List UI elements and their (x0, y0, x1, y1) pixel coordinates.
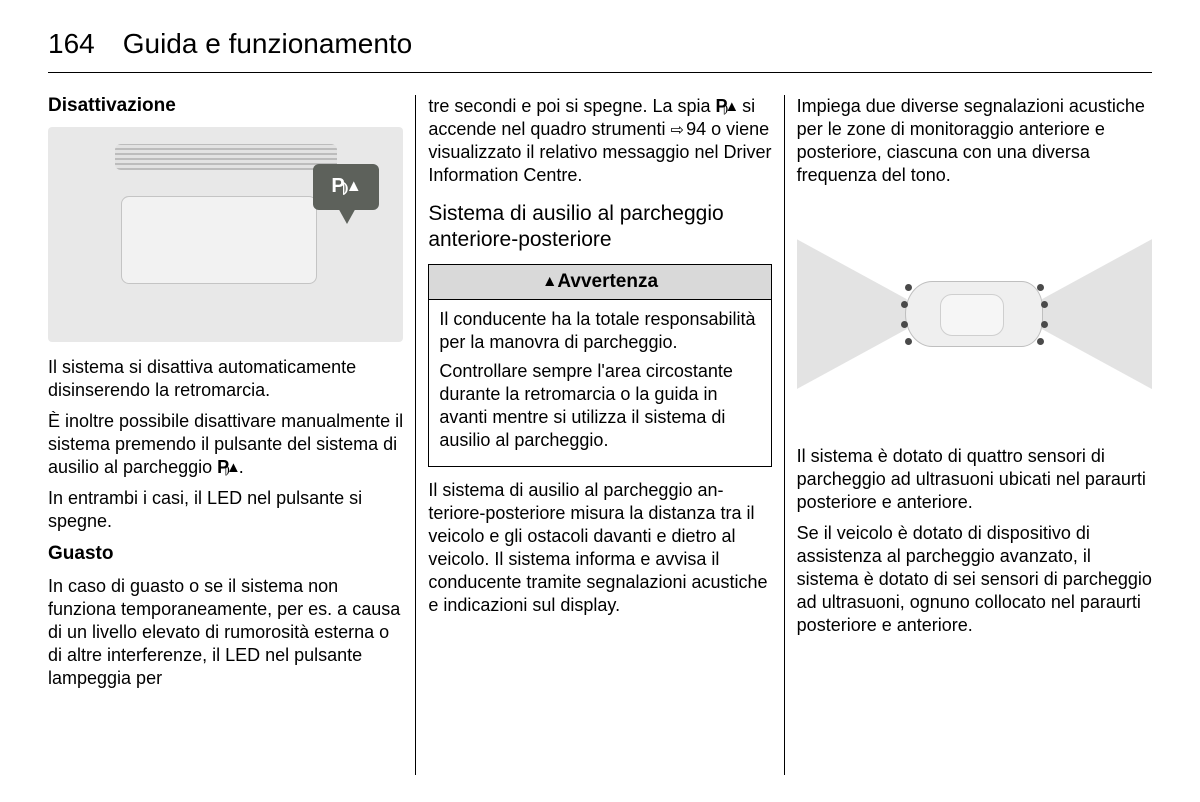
car-top-view (905, 281, 1043, 347)
col2-p0-pre: tre secondi e poi si spegne. La spia (428, 96, 715, 116)
col1-p3: In entrambi i casi, il LED nel pulsante … (48, 487, 403, 533)
col2-p1: Il sistema di ausilio al parcheggio an­t… (428, 479, 771, 617)
col2-p0: tre secondi e poi si spegne. La spia P s… (428, 95, 771, 187)
callout-tail (337, 206, 357, 224)
header-divider (48, 72, 1152, 73)
sensor-dot (901, 301, 908, 308)
front-coverage-cone (1042, 239, 1152, 389)
col3-p2: Se il veicolo è dotato di dispositivo di… (797, 522, 1152, 637)
parking-button-callout: P (313, 164, 379, 210)
sensor-dot (1037, 338, 1044, 345)
reference-arrow-icon (670, 119, 686, 139)
warning-p1: Il conducente ha la totale respon­sabili… (439, 308, 760, 354)
sensor-dot (905, 338, 912, 345)
col2-p0-ref: 94 (686, 119, 706, 139)
rear-coverage-cone (797, 239, 907, 389)
infotainment-screen-shape (121, 196, 317, 284)
triangle-icon (226, 457, 239, 477)
column-3: Impiega due diverse segnalazioni acustic… (785, 95, 1152, 775)
warning-header: Avvertenza (429, 265, 770, 300)
page-number: 164 (48, 28, 95, 60)
dashboard-mock: P (62, 138, 389, 332)
warning-triangle-icon (542, 271, 557, 292)
triangle-icon (346, 175, 361, 198)
heading-sistema-ausilio: Sistema di ausilio al parcheggio anterio… (428, 201, 771, 254)
sensor-coverage-diagram (797, 205, 1152, 423)
col1-p2: È inoltre possibile disattivare manual­m… (48, 410, 403, 479)
warning-body: Il conducente ha la totale respon­sabili… (429, 300, 770, 466)
heading-disattivazione: Disattivazione (48, 95, 403, 117)
col3-p1: Il sistema è dotato di quattro sensori d… (797, 445, 1152, 514)
warning-title: Avvertenza (557, 271, 658, 292)
sensor-dot (901, 321, 908, 328)
page-header: 164 Guida e funzionamento (48, 28, 1152, 60)
sensor-dot (1037, 284, 1044, 291)
parking-warning-inline-icon: P (716, 96, 738, 116)
triangle-icon (725, 96, 738, 116)
heading-guasto: Guasto (48, 543, 403, 565)
page-title: Guida e funzionamento (123, 28, 413, 60)
content-columns: Disattivazione P Il sistema si disattiva… (48, 95, 1152, 775)
col1-p4: In caso di guasto o se il sistema non fu… (48, 575, 403, 690)
column-2: tre secondi e poi si spegne. La spia P s… (416, 95, 783, 775)
col3-p0: Impiega due diverse segnalazioni acustic… (797, 95, 1152, 187)
car-glass-shape (940, 294, 1004, 336)
column-1: Disattivazione P Il sistema si disattiva… (48, 95, 415, 775)
dashboard-illustration: P (48, 127, 403, 342)
col1-p1: Il sistema si disattiva automatica­mente… (48, 356, 403, 402)
col1-p2-post: . (239, 457, 244, 477)
warning-p2: Controllare sempre l'area circo­stante d… (439, 360, 760, 452)
air-vent-shape (115, 144, 337, 170)
warning-box: Avvertenza Il conducente ha la totale re… (428, 264, 771, 467)
p-letter: P (331, 175, 343, 198)
sensor-dot (905, 284, 912, 291)
parking-inline-icon: P (217, 457, 239, 477)
